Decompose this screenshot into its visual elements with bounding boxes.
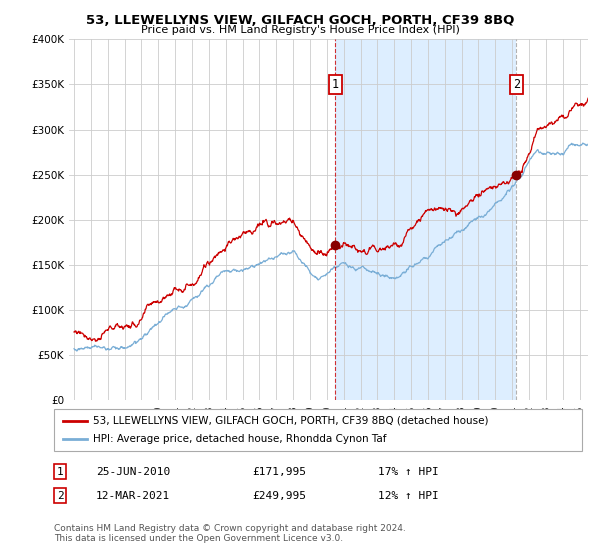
Text: 12-MAR-2021: 12-MAR-2021 [96,491,170,501]
Text: 17% ↑ HPI: 17% ↑ HPI [378,466,439,477]
Text: 25-JUN-2010: 25-JUN-2010 [96,466,170,477]
Text: £171,995: £171,995 [252,466,306,477]
Text: 2: 2 [56,491,64,501]
Text: 53, LLEWELLYNS VIEW, GILFACH GOCH, PORTH, CF39 8BQ: 53, LLEWELLYNS VIEW, GILFACH GOCH, PORTH… [86,14,514,27]
Text: £249,995: £249,995 [252,491,306,501]
Text: 1: 1 [332,78,339,91]
Text: Contains HM Land Registry data © Crown copyright and database right 2024.
This d: Contains HM Land Registry data © Crown c… [54,524,406,543]
Text: 53, LLEWELLYNS VIEW, GILFACH GOCH, PORTH, CF39 8BQ (detached house): 53, LLEWELLYNS VIEW, GILFACH GOCH, PORTH… [93,416,488,426]
Text: 12% ↑ HPI: 12% ↑ HPI [378,491,439,501]
Text: 1: 1 [56,466,64,477]
Bar [335,39,517,400]
Text: 2: 2 [513,78,520,91]
Text: HPI: Average price, detached house, Rhondda Cynon Taf: HPI: Average price, detached house, Rhon… [93,434,386,444]
Text: Price paid vs. HM Land Registry's House Price Index (HPI): Price paid vs. HM Land Registry's House … [140,25,460,35]
